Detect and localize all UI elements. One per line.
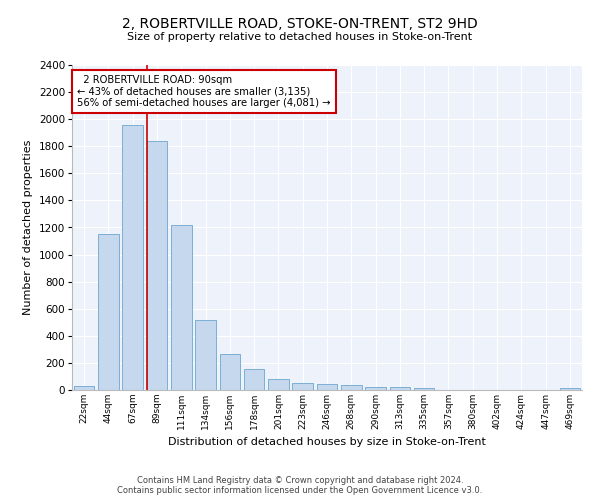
Text: Contains HM Land Registry data © Crown copyright and database right 2024.
Contai: Contains HM Land Registry data © Crown c… xyxy=(118,476,482,495)
Bar xyxy=(244,369,265,390)
Bar xyxy=(341,384,362,390)
Bar xyxy=(171,226,191,390)
Bar xyxy=(317,384,337,390)
Text: Size of property relative to detached houses in Stoke-on-Trent: Size of property relative to detached ho… xyxy=(127,32,473,42)
Y-axis label: Number of detached properties: Number of detached properties xyxy=(23,140,33,315)
Bar xyxy=(146,141,167,390)
Bar xyxy=(74,386,94,390)
X-axis label: Distribution of detached houses by size in Stoke-on-Trent: Distribution of detached houses by size … xyxy=(168,438,486,448)
Bar xyxy=(122,124,143,390)
Bar xyxy=(98,234,119,390)
Bar xyxy=(389,388,410,390)
Bar xyxy=(414,388,434,390)
Bar xyxy=(195,320,216,390)
Text: 2, ROBERTVILLE ROAD, STOKE-ON-TRENT, ST2 9HD: 2, ROBERTVILLE ROAD, STOKE-ON-TRENT, ST2… xyxy=(122,18,478,32)
Bar xyxy=(292,383,313,390)
Bar xyxy=(365,388,386,390)
Bar xyxy=(268,379,289,390)
Text: 2 ROBERTVILLE ROAD: 90sqm
← 43% of detached houses are smaller (3,135)
56% of se: 2 ROBERTVILLE ROAD: 90sqm ← 43% of detac… xyxy=(77,74,331,108)
Bar xyxy=(560,388,580,390)
Bar xyxy=(220,354,240,390)
